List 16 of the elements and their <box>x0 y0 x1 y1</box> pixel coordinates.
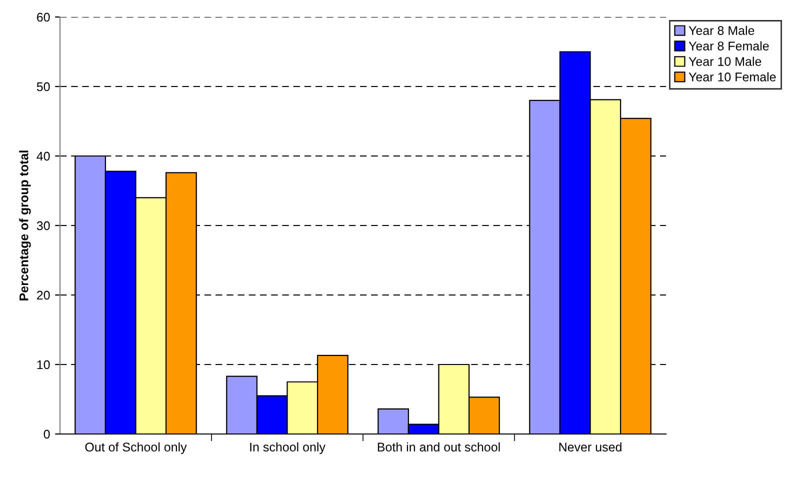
legend-label: Year 8 Male <box>688 26 754 35</box>
y-tick-label: 0 <box>44 430 50 439</box>
y-tick-label: 50 <box>36 82 50 92</box>
legend-label: Year 10 Male <box>688 56 762 66</box>
y-tick-label: 60 <box>37 12 50 22</box>
y-axis-title: Percentage of group total <box>19 150 31 300</box>
x-tick-label: In school only <box>250 442 326 454</box>
y-tick-label: 20 <box>37 290 50 300</box>
x-tick-label: Both in and out school <box>378 442 500 452</box>
y-tick-label: 30 <box>36 221 50 230</box>
y-tick-label: 10 <box>37 360 50 370</box>
x-tick-label: Never used <box>559 442 622 452</box>
x-tick-label: Out of School only <box>85 442 187 454</box>
y-tick-label: 40 <box>36 152 50 161</box>
legend-label: Year 8 Female <box>688 41 769 50</box>
legend-label: Year 10 Female <box>688 72 776 82</box>
